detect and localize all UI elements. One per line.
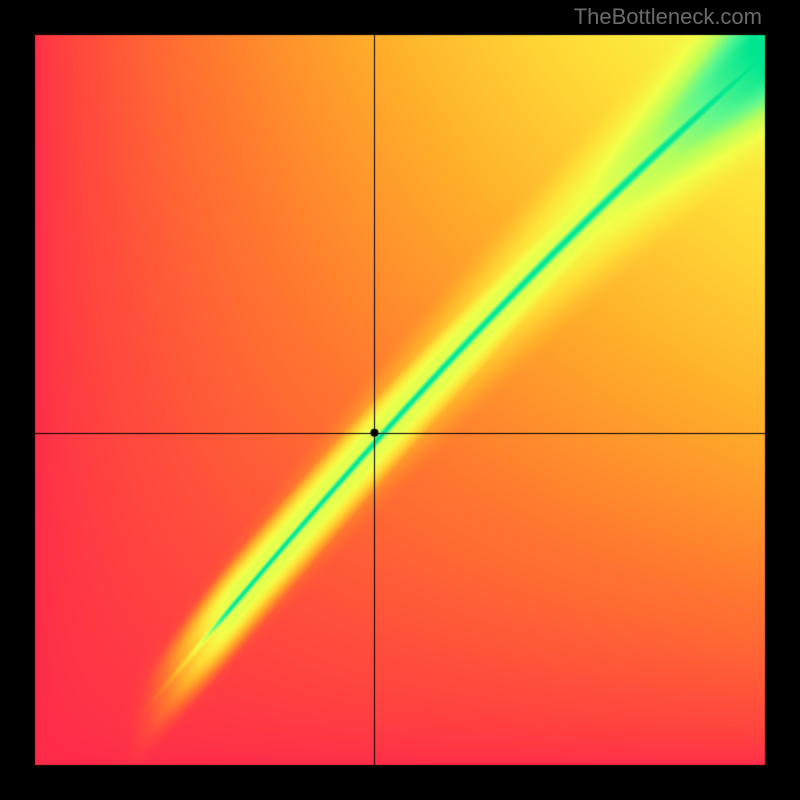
- bottleneck-heatmap: [0, 0, 800, 800]
- watermark-text: TheBottleneck.com: [574, 4, 762, 30]
- chart-container: { "watermark": { "text": "TheBottleneck.…: [0, 0, 800, 800]
